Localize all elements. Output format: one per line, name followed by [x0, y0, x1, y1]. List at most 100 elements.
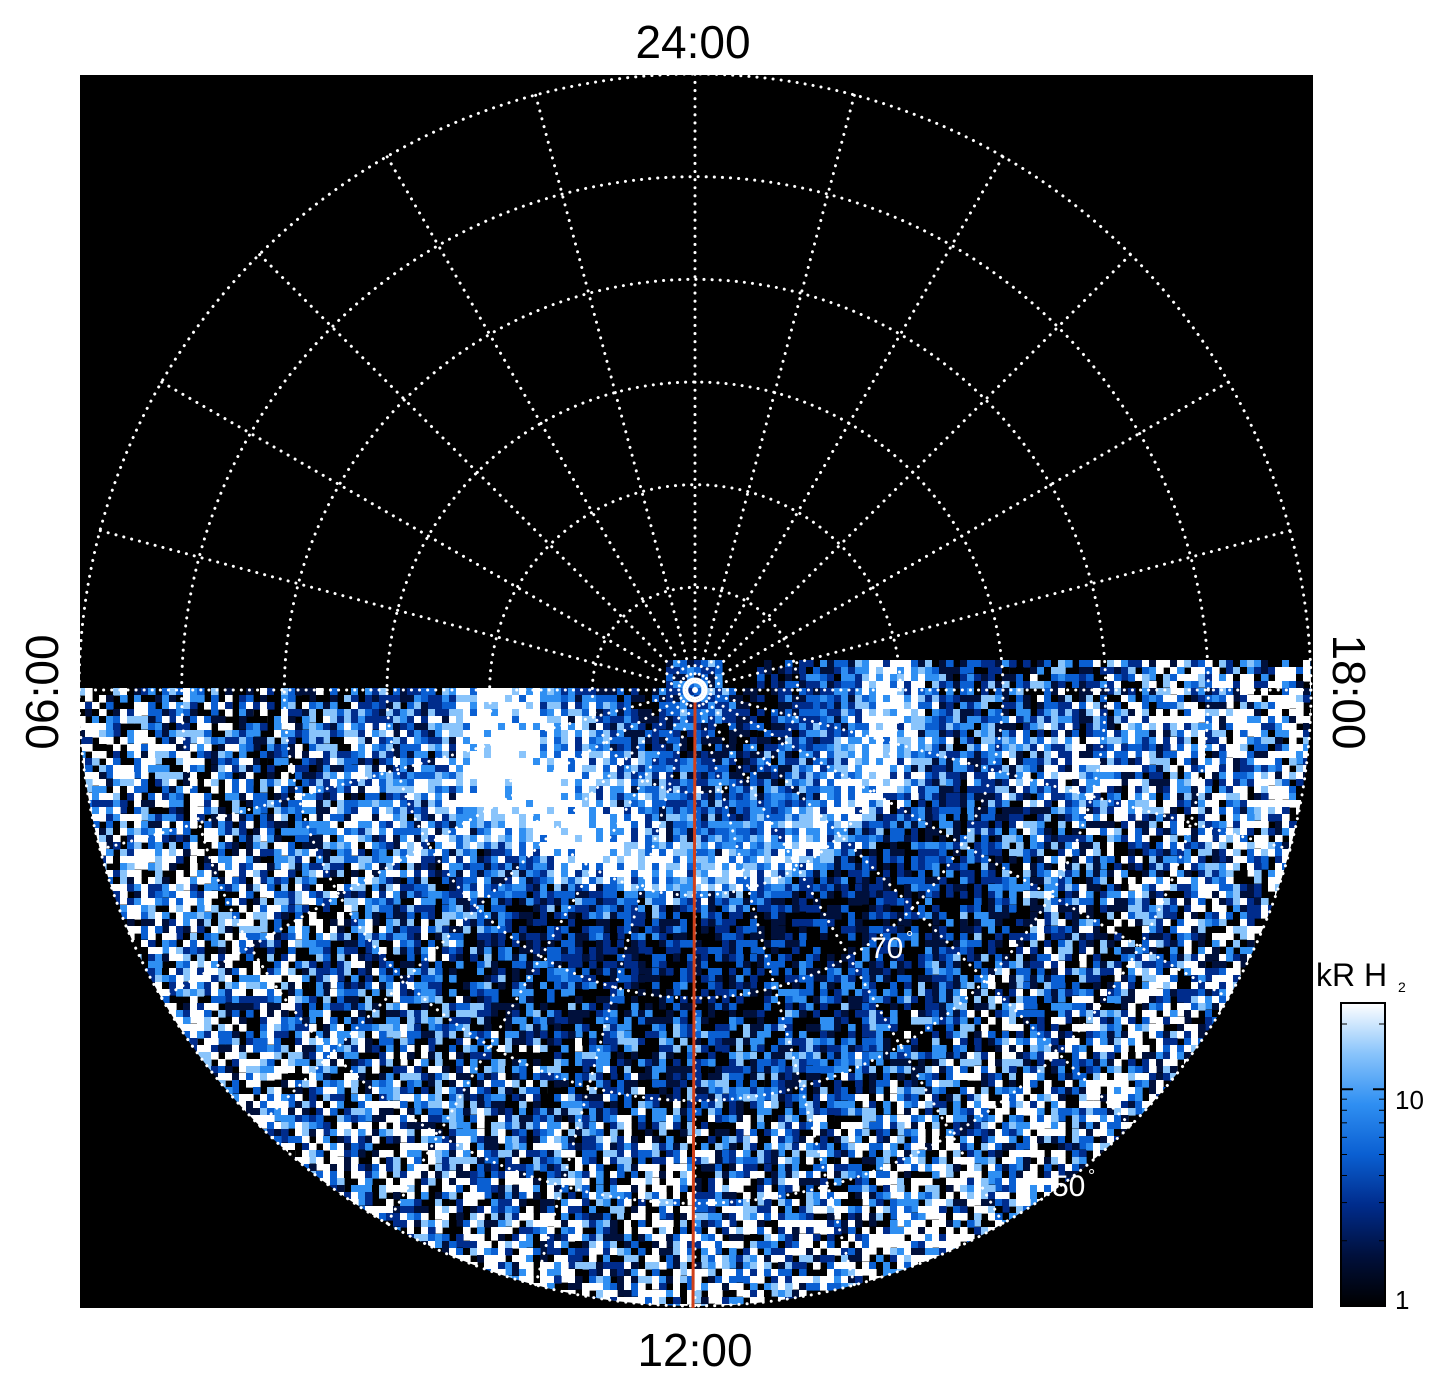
heatmap-cell — [141, 695, 149, 709]
heatmap-cell — [974, 716, 982, 724]
heatmap-cell — [1142, 828, 1150, 842]
heatmap-cell — [1205, 807, 1213, 815]
heatmap-cell — [99, 772, 107, 780]
heatmap-cell — [386, 765, 394, 773]
heatmap-cell — [365, 695, 373, 703]
heatmap-cell — [750, 702, 758, 716]
heatmap-cell — [288, 814, 296, 828]
heatmap-cell — [687, 709, 695, 723]
heatmap-cell — [183, 828, 191, 836]
heatmap-cell — [400, 821, 408, 829]
heatmap-cell — [750, 751, 758, 765]
heatmap-cell — [827, 807, 835, 815]
heatmap-cell — [309, 835, 317, 843]
heatmap-cell — [673, 695, 681, 703]
heatmap-cell — [645, 751, 653, 765]
heatmap-cell — [701, 814, 709, 822]
heatmap-cell — [1002, 779, 1010, 793]
heatmap-cell — [743, 779, 751, 793]
heatmap-cell — [1184, 877, 1192, 891]
heatmap-cell — [862, 674, 870, 688]
heatmap-cell — [1261, 737, 1269, 751]
heatmap-cell — [421, 884, 429, 898]
heatmap-cell — [792, 744, 800, 758]
heatmap-cell — [869, 828, 877, 836]
heatmap-cell — [736, 821, 744, 829]
heatmap-cell — [855, 772, 863, 786]
heatmap-cell — [701, 751, 709, 759]
heatmap-cell — [85, 765, 93, 773]
heatmap-cell — [1100, 695, 1108, 703]
heatmap-cell — [1121, 891, 1129, 905]
heatmap-cell — [295, 800, 303, 814]
heatmap-cell — [729, 758, 737, 766]
heatmap-cell — [1030, 884, 1038, 892]
heatmap-cell — [309, 800, 317, 808]
heatmap-cell — [561, 884, 569, 898]
heatmap-cell — [190, 744, 198, 752]
heatmap-cell — [337, 786, 345, 800]
heatmap-cell — [743, 695, 751, 709]
heatmap-cell — [505, 884, 513, 898]
heatmap-cell — [1219, 849, 1227, 863]
heatmap-cell — [1240, 758, 1248, 766]
heatmap-cell — [799, 877, 807, 891]
heatmap-cell — [1072, 793, 1080, 801]
heatmap-cell — [1016, 695, 1024, 703]
heatmap-cell — [911, 730, 919, 738]
heatmap-cell — [358, 716, 366, 730]
heatmap-cell — [1086, 765, 1094, 773]
heatmap-cell — [1149, 856, 1157, 864]
heatmap-cell — [113, 821, 121, 835]
heatmap-cell — [1135, 786, 1143, 794]
heatmap-cell — [400, 716, 408, 724]
heatmap-cell — [428, 891, 436, 905]
heatmap-cell — [1163, 835, 1171, 843]
heatmap-cell — [1184, 856, 1192, 864]
heatmap-cell — [841, 730, 849, 744]
heatmap-cell — [302, 793, 310, 807]
heatmap-cell — [281, 863, 289, 871]
heatmap-cell — [666, 814, 674, 828]
heatmap-cell — [176, 688, 184, 702]
heatmap-cell — [652, 891, 660, 899]
heatmap-cell — [1212, 884, 1220, 892]
heatmap-cell — [666, 793, 674, 807]
heatmap-cell — [792, 765, 800, 773]
heatmap-cell — [1212, 737, 1220, 745]
heatmap-cell — [575, 772, 583, 786]
heatmap-cell — [519, 863, 527, 877]
heatmap-cell — [743, 828, 751, 836]
heatmap-cell — [1170, 877, 1178, 891]
heatmap-cell — [169, 688, 177, 702]
heatmap-cell — [1086, 772, 1094, 780]
heatmap-cell — [1191, 702, 1199, 716]
heatmap-cell — [855, 744, 863, 752]
heatmap-cell — [162, 884, 170, 898]
heatmap-cell — [904, 821, 912, 829]
heatmap-cell — [883, 835, 891, 843]
heatmap-cell — [974, 765, 982, 779]
heatmap-cell — [330, 688, 338, 696]
heatmap-cell — [904, 884, 912, 898]
heatmap-cell — [540, 884, 548, 892]
heatmap-cell — [890, 737, 898, 745]
heatmap-cell — [834, 674, 842, 682]
heatmap-cell — [1100, 681, 1108, 689]
heatmap-cell — [1163, 709, 1171, 717]
heatmap-cell — [666, 835, 674, 849]
heatmap-cell — [638, 758, 646, 766]
heatmap-cell — [162, 695, 170, 703]
heatmap-cell — [750, 891, 758, 905]
heatmap-cell — [960, 842, 968, 850]
heatmap-cell — [1107, 702, 1115, 710]
heatmap-cell — [1079, 842, 1087, 856]
heatmap-cell — [393, 744, 401, 758]
heatmap-cell — [505, 870, 513, 884]
heatmap-cell — [841, 786, 849, 794]
heatmap-cell — [449, 884, 457, 892]
heatmap-cell — [806, 884, 814, 892]
heatmap-cell — [596, 891, 604, 905]
heatmap-cell — [904, 835, 912, 849]
heatmap-cell — [1247, 772, 1255, 780]
